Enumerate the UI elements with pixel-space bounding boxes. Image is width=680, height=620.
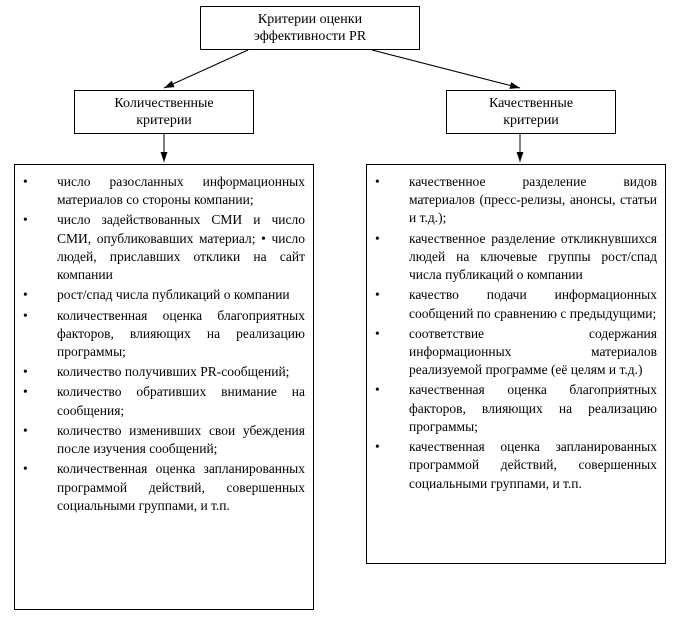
list-item: •качество подачи информационных сообщени… — [375, 286, 657, 322]
bullet-icon: • — [375, 325, 409, 380]
right-list-node: •качественное разделение видов материало… — [366, 164, 666, 564]
left-header-node: Количественные критерии — [74, 90, 254, 134]
bullet-icon: • — [23, 422, 57, 458]
right-header-line2: критерии — [489, 112, 573, 130]
list-item-text: количество обративших внимание на сообще… — [57, 383, 305, 419]
bullet-icon: • — [375, 438, 409, 493]
list-item: •рост/спад числа публикаций о компании — [23, 286, 305, 304]
root-title-line2: эффективности PR — [254, 28, 366, 46]
list-item: •количество обративших внимание на сообщ… — [23, 383, 305, 419]
list-item-text: качественная оценка запланированных прог… — [409, 438, 657, 493]
bullet-icon: • — [375, 173, 409, 228]
bullet-icon: • — [375, 286, 409, 322]
list-item-text: количество изменивших свои убеждения пос… — [57, 422, 305, 458]
list-item: •качественная оценка запланированных про… — [375, 438, 657, 493]
bullet-icon: • — [23, 286, 57, 304]
list-item: •качественное разделение видов материало… — [375, 173, 657, 228]
list-item-text: количественная оценка запланированных пр… — [57, 460, 305, 515]
list-item-text: качественная оценка благоприятных фактор… — [409, 381, 657, 436]
list-item: •количество получивших PR-сообщений; — [23, 363, 305, 381]
root-title-line1: Критерии оценки — [254, 11, 366, 29]
bullet-icon: • — [23, 383, 57, 419]
list-item: •количественная оценка запланированных п… — [23, 460, 305, 515]
list-item-text: качественное разделение откликнувшихся л… — [409, 230, 657, 285]
list-item: •количественная оценка благоприятных фак… — [23, 307, 305, 362]
right-header-node: Качественные критерии — [446, 90, 616, 134]
bullet-icon: • — [23, 460, 57, 515]
list-item: •количество изменивших свои убеждения по… — [23, 422, 305, 458]
bullet-icon: • — [23, 211, 57, 284]
bullet-icon: • — [375, 381, 409, 436]
left-header-line2: критерии — [114, 112, 213, 130]
root-node: Критерии оценки эффективности PR — [200, 6, 420, 50]
bullet-icon: • — [23, 363, 57, 381]
bullet-icon: • — [23, 173, 57, 209]
list-item-text: качественное разделение видов материалов… — [409, 173, 657, 228]
list-item-text: рост/спад числа публикаций о компании — [57, 286, 305, 304]
list-item: •число задействованных СМИ и число СМИ, … — [23, 211, 305, 284]
list-item: •число разосланных информационных матери… — [23, 173, 305, 209]
left-list-node: •число разосланных информационных матери… — [14, 164, 314, 610]
list-item-text: число разосланных информационных материа… — [57, 173, 305, 209]
bullet-icon: • — [23, 307, 57, 362]
bullet-icon: • — [375, 230, 409, 285]
list-item: •соответствие содержания информационных … — [375, 325, 657, 380]
list-item-text: количественная оценка благоприятных факт… — [57, 307, 305, 362]
right-header-line1: Качественные — [489, 95, 573, 113]
list-item-text: количество получивших PR-сообщений; — [57, 363, 305, 381]
left-header-line1: Количественные — [114, 95, 213, 113]
list-item-text: число задействованных СМИ и число СМИ, о… — [57, 211, 305, 284]
list-item-text: соответствие содержания информационных м… — [409, 325, 657, 380]
list-item: •качественное разделение откликнувшихся … — [375, 230, 657, 285]
list-item-text: качество подачи информационных сообщений… — [409, 286, 657, 322]
list-item: •качественная оценка благоприятных факто… — [375, 381, 657, 436]
